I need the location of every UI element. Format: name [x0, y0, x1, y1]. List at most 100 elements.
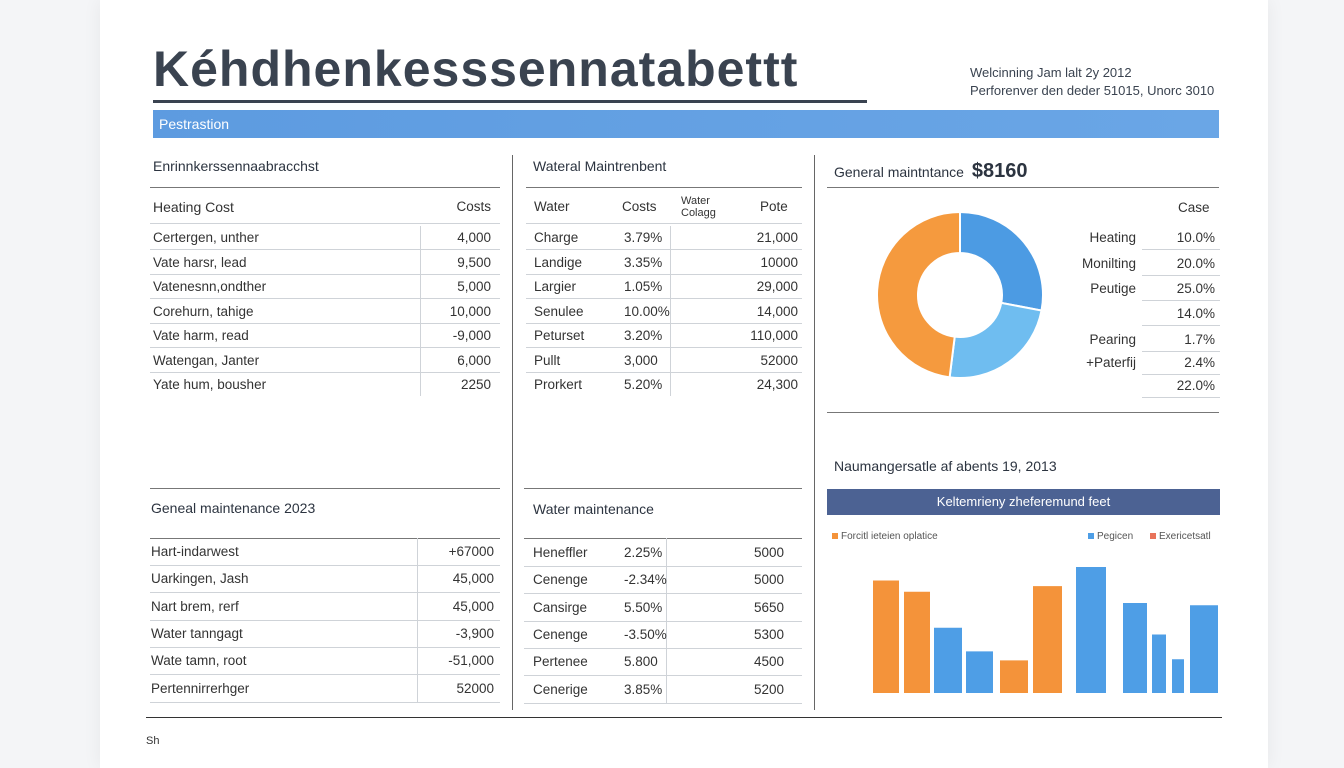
table-d-cell-value: 5200 [753, 681, 784, 697]
table-c-row-rule [150, 565, 500, 566]
table-d-title: Water maintenance [533, 501, 654, 517]
donut-legend-value: 22.0% [1176, 378, 1215, 393]
table-d-cell-value: 5000 [753, 572, 784, 588]
donut-slice [948, 301, 1043, 379]
table-b-cell-value: 29,000 [756, 279, 798, 294]
bar-chart-title: Keltemrieny zheferemund feet [827, 489, 1220, 515]
legend-swatch-red [1150, 533, 1156, 540]
meta-line-1: Welcinning Jam lalt 2y 2012 [970, 65, 1132, 80]
legend-label-1: Forcitl ieteien oplatice [841, 531, 938, 542]
table-a-header-cost: Costs [456, 199, 491, 214]
table-d-cell-pct: -3.50% [624, 626, 667, 642]
bar [1000, 660, 1028, 693]
table-c-top-rule [150, 488, 500, 489]
bar-chart [873, 567, 1218, 693]
donut-legend-rule [1142, 397, 1220, 398]
table-b-col-divider [670, 226, 671, 396]
bar-legend-1: Forcitl ieteien oplatice [832, 531, 938, 542]
table-a-row-rule [150, 273, 500, 275]
meta-line-2: Perforenver den deder 51015, Unorc 3010 [970, 83, 1215, 98]
table-c-cell-value: -51,000 [448, 653, 494, 669]
legend-swatch-blue [1088, 533, 1094, 540]
donut-legend-value: 14.0% [1176, 306, 1215, 321]
table-b-cell-name: Senulee [534, 303, 584, 319]
table-a-cell-cost: 10,000 [449, 303, 491, 319]
bar [1190, 605, 1218, 693]
table-d-cell-value: 4500 [753, 654, 784, 670]
table-b-cell-pct: 5.20% [624, 377, 663, 392]
bar [904, 591, 930, 693]
table-b-cell-name: Pullt [534, 352, 561, 368]
table-d-row-rule [524, 675, 802, 677]
table-c-cell-name: Hart-indarwest [151, 544, 239, 559]
bar [1076, 567, 1106, 693]
table-c-row-rule [150, 646, 500, 648]
table-a-header-name: Heating Cost [153, 199, 234, 215]
bar [1033, 586, 1062, 693]
donut-legend-value: 1.7% [1184, 332, 1215, 347]
table-b-header-rule [526, 223, 802, 224]
table-b-cell-name: Prorkert [534, 377, 583, 392]
table-b-header-costs: Costs [622, 199, 657, 214]
donut-chart [876, 210, 1044, 379]
table-c-cell-value: 45,000 [452, 571, 494, 587]
legend-label-2: Pegicen [1097, 531, 1134, 542]
bar-panel-caption: Naumangersatle af abents 19, 2013 [834, 458, 1057, 474]
table-d-cell-pct: 2.25% [624, 545, 663, 560]
table-c-cell-name: Pertennirrerhger [151, 680, 250, 696]
column-divider-1 [512, 155, 513, 710]
table-b-cell-value: 52000 [760, 352, 798, 368]
table-b-cell-name: Charge [534, 230, 579, 245]
table-a-row-rule [150, 249, 500, 250]
table-a-cell-cost: 5,000 [457, 279, 491, 294]
donut-legend-label: Pearing [1089, 332, 1136, 347]
donut-amount: $8160 [971, 160, 1028, 182]
table-b-cell-value: 14,000 [756, 303, 798, 319]
donut-legend-rule [1142, 374, 1220, 375]
table-b-row-rule [526, 249, 802, 250]
table-a-title: Enrinnkerssennaabracchst [153, 158, 319, 174]
table-c-cell-name: Uarkingen, Jash [151, 571, 249, 587]
donut-legend-value: 25.0% [1176, 281, 1215, 296]
table-d-cell-value: 5000 [753, 545, 784, 560]
table-b-cell-name: Largier [534, 279, 577, 294]
bar [966, 651, 993, 693]
table-d-cell-name: Heneffler [533, 545, 588, 560]
table-b-cell-value: 10000 [760, 254, 798, 270]
table-b-cell-value: 110,000 [750, 328, 798, 343]
table-d-cell-name: Cenenge [533, 572, 588, 588]
table-b-row-rule [526, 322, 802, 324]
table-c-cell-value: 52000 [456, 680, 494, 696]
table-d-row-rule [524, 593, 802, 595]
table-a-cell-name: Watengan, Janter [153, 352, 260, 368]
table-d-cell-value: 5300 [753, 626, 784, 642]
table-a-cell-name: Certergen, unther [153, 230, 259, 245]
table-b-cell-pct: 3.20% [624, 328, 663, 343]
table-d-cell-name: Pertenee [533, 654, 588, 670]
title-rule [153, 100, 867, 103]
donut-legend-rule [1142, 300, 1220, 301]
donut-legend-value: 20.0% [1176, 256, 1215, 271]
table-d-cell-name: Cansirge [533, 599, 588, 615]
bar [873, 580, 899, 693]
table-b-header-water: Water [534, 199, 570, 214]
donut-legend-rule [1142, 351, 1220, 352]
table-a-col-divider [420, 226, 421, 396]
donut-rule [827, 187, 1219, 188]
table-a-cell-name: Yate hum, bousher [153, 377, 267, 392]
table-d-cell-value: 5650 [753, 599, 784, 615]
table-b-cell-pct: 10.00% [624, 303, 670, 319]
table-b-cell-name: Landige [534, 254, 583, 270]
table-c-row-rule [150, 701, 500, 703]
table-b-cell-pct: 3,000 [624, 352, 658, 368]
bar [1123, 603, 1147, 693]
donut-legend-label: Monilting [1081, 256, 1136, 271]
table-d-row-rule [524, 620, 802, 622]
table-a-cell-name: Corehurn, tahige [153, 303, 254, 319]
bar-legend-3: Exericetsatl [1150, 531, 1211, 542]
bar [1172, 659, 1184, 693]
donut-legend-rule [1142, 325, 1220, 326]
table-d-cell-pct: -2.34% [624, 572, 667, 588]
page-title: Kéhdhenkesssennatabettt [153, 41, 799, 97]
table-a-cell-cost: 9,500 [457, 254, 491, 270]
